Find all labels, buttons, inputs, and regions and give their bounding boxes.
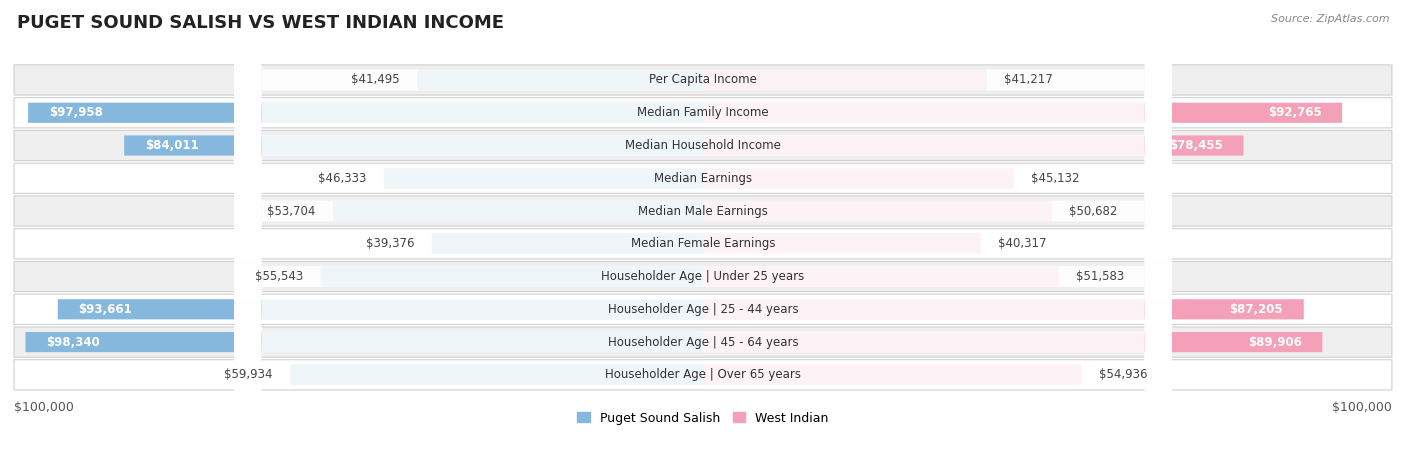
FancyBboxPatch shape xyxy=(235,0,1171,467)
Text: Per Capita Income: Per Capita Income xyxy=(650,73,756,86)
Text: Householder Age | Over 65 years: Householder Age | Over 65 years xyxy=(605,368,801,382)
FancyBboxPatch shape xyxy=(14,163,1392,193)
Text: $54,936: $54,936 xyxy=(1098,368,1147,382)
FancyBboxPatch shape xyxy=(703,365,1081,385)
FancyBboxPatch shape xyxy=(703,234,981,254)
FancyBboxPatch shape xyxy=(14,294,1392,325)
FancyBboxPatch shape xyxy=(384,168,703,188)
Text: $93,661: $93,661 xyxy=(79,303,132,316)
FancyBboxPatch shape xyxy=(235,0,1171,467)
FancyBboxPatch shape xyxy=(235,0,1171,467)
FancyBboxPatch shape xyxy=(28,103,703,123)
Legend: Puget Sound Salish, West Indian: Puget Sound Salish, West Indian xyxy=(572,407,834,430)
FancyBboxPatch shape xyxy=(703,332,1323,352)
FancyBboxPatch shape xyxy=(290,365,703,385)
Text: $84,011: $84,011 xyxy=(145,139,198,152)
FancyBboxPatch shape xyxy=(14,196,1392,226)
FancyBboxPatch shape xyxy=(703,135,1243,156)
FancyBboxPatch shape xyxy=(703,201,1052,221)
FancyBboxPatch shape xyxy=(14,65,1392,95)
FancyBboxPatch shape xyxy=(58,299,703,319)
FancyBboxPatch shape xyxy=(235,0,1171,467)
FancyBboxPatch shape xyxy=(432,234,703,254)
Text: $100,000: $100,000 xyxy=(14,401,75,414)
Text: $98,340: $98,340 xyxy=(46,336,100,348)
Text: $100,000: $100,000 xyxy=(1331,401,1392,414)
FancyBboxPatch shape xyxy=(235,0,1171,467)
Text: Median Household Income: Median Household Income xyxy=(626,139,780,152)
Text: $39,376: $39,376 xyxy=(366,237,415,250)
FancyBboxPatch shape xyxy=(703,70,987,90)
Text: PUGET SOUND SALISH VS WEST INDIAN INCOME: PUGET SOUND SALISH VS WEST INDIAN INCOME xyxy=(17,14,503,32)
Text: $92,765: $92,765 xyxy=(1268,106,1322,119)
FancyBboxPatch shape xyxy=(14,229,1392,259)
Text: $97,958: $97,958 xyxy=(49,106,103,119)
FancyBboxPatch shape xyxy=(703,267,1059,287)
Text: Median Earnings: Median Earnings xyxy=(654,172,752,185)
FancyBboxPatch shape xyxy=(25,332,703,352)
FancyBboxPatch shape xyxy=(235,0,1171,467)
Text: Median Female Earnings: Median Female Earnings xyxy=(631,237,775,250)
FancyBboxPatch shape xyxy=(321,267,703,287)
FancyBboxPatch shape xyxy=(235,0,1171,467)
FancyBboxPatch shape xyxy=(124,135,703,156)
FancyBboxPatch shape xyxy=(703,168,1014,188)
Text: $51,583: $51,583 xyxy=(1076,270,1123,283)
Text: Source: ZipAtlas.com: Source: ZipAtlas.com xyxy=(1271,14,1389,24)
Text: $50,682: $50,682 xyxy=(1070,205,1118,218)
Text: $46,333: $46,333 xyxy=(318,172,367,185)
Text: $55,543: $55,543 xyxy=(254,270,304,283)
FancyBboxPatch shape xyxy=(703,103,1343,123)
Text: $59,934: $59,934 xyxy=(225,368,273,382)
Text: Householder Age | 25 - 44 years: Householder Age | 25 - 44 years xyxy=(607,303,799,316)
Text: Median Male Earnings: Median Male Earnings xyxy=(638,205,768,218)
Text: $41,495: $41,495 xyxy=(352,73,399,86)
Text: $40,317: $40,317 xyxy=(998,237,1046,250)
Text: $45,132: $45,132 xyxy=(1031,172,1080,185)
FancyBboxPatch shape xyxy=(235,0,1171,467)
FancyBboxPatch shape xyxy=(235,0,1171,467)
FancyBboxPatch shape xyxy=(14,327,1392,357)
FancyBboxPatch shape xyxy=(235,0,1171,467)
FancyBboxPatch shape xyxy=(14,360,1392,390)
Text: Median Family Income: Median Family Income xyxy=(637,106,769,119)
Text: $89,906: $89,906 xyxy=(1249,336,1302,348)
FancyBboxPatch shape xyxy=(14,98,1392,128)
FancyBboxPatch shape xyxy=(418,70,703,90)
Text: $78,455: $78,455 xyxy=(1168,139,1223,152)
FancyBboxPatch shape xyxy=(703,299,1303,319)
Text: Householder Age | Under 25 years: Householder Age | Under 25 years xyxy=(602,270,804,283)
FancyBboxPatch shape xyxy=(14,262,1392,292)
Text: $53,704: $53,704 xyxy=(267,205,316,218)
FancyBboxPatch shape xyxy=(333,201,703,221)
Text: $41,217: $41,217 xyxy=(1004,73,1053,86)
Text: $87,205: $87,205 xyxy=(1229,303,1284,316)
FancyBboxPatch shape xyxy=(14,130,1392,161)
Text: Householder Age | 45 - 64 years: Householder Age | 45 - 64 years xyxy=(607,336,799,348)
